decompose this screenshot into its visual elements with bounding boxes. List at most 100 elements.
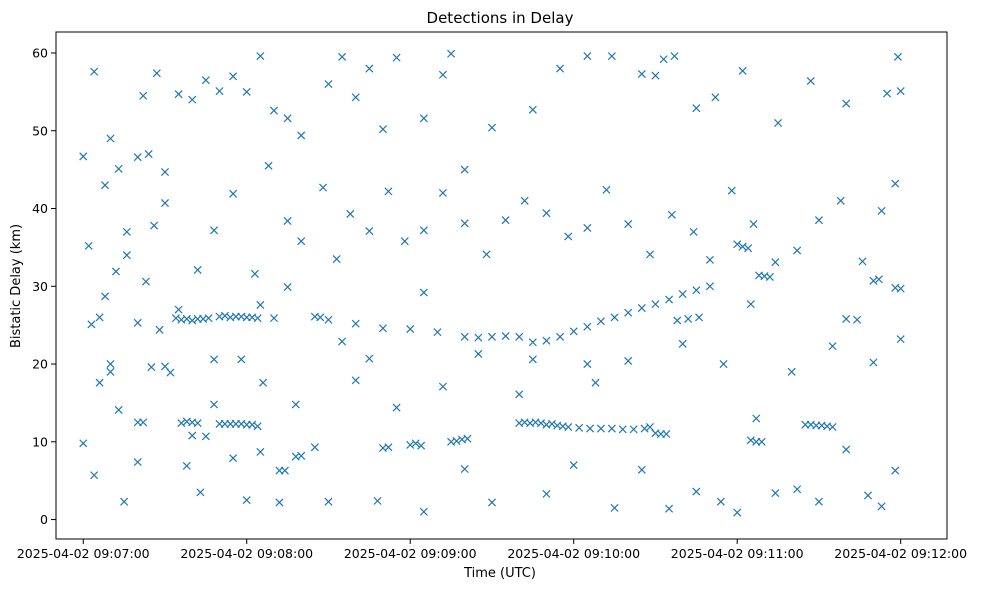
data-point (547, 419, 556, 428)
data-point (155, 325, 164, 334)
data-point (141, 277, 150, 286)
data-point (210, 226, 219, 235)
data-point (351, 376, 360, 385)
data-point (863, 491, 873, 500)
data-point (438, 70, 447, 79)
data-point (828, 342, 837, 351)
data-point (602, 185, 611, 194)
data-point (670, 52, 679, 61)
data-point (384, 187, 393, 196)
data-point (419, 288, 428, 297)
data-point (806, 76, 815, 86)
data-point (215, 87, 224, 96)
data-point (793, 246, 802, 255)
data-point (160, 199, 170, 208)
y-axis-title: Bistatic Delay (km) (9, 224, 24, 348)
data-point (695, 313, 704, 322)
data-point (564, 423, 573, 432)
data-point (188, 95, 197, 104)
data-point (487, 332, 496, 341)
data-point (624, 308, 633, 317)
data-point (487, 123, 496, 132)
x-tick-label: 2025-04-02 09:10:00 (507, 546, 640, 561)
x-axis-ticks: 2025-04-02 09:07:00 2025-04-02 09:08:00 20… (17, 539, 967, 561)
data-point (692, 487, 701, 496)
data-point (139, 91, 148, 100)
data-point (877, 502, 886, 511)
data-point (583, 223, 592, 232)
data-point (438, 188, 447, 197)
data-point (738, 242, 747, 251)
data-point (101, 292, 110, 301)
data-point (746, 300, 755, 309)
x-tick-label: 2025-04-02 09:11:00 (671, 546, 804, 561)
data-point (79, 152, 88, 161)
data-point (474, 333, 483, 342)
data-point (269, 314, 279, 323)
data-point (667, 210, 676, 219)
data-point (275, 498, 284, 507)
data-point (692, 286, 701, 295)
data-point (365, 227, 374, 236)
y-axis-ticks: 0 10 20 30 40 50 60 (32, 45, 56, 527)
data-point (182, 461, 191, 470)
data-point (229, 189, 238, 198)
data-point (351, 319, 360, 328)
data-point (229, 454, 238, 463)
data-point (569, 461, 578, 470)
data-point (283, 216, 292, 225)
data-point (193, 265, 202, 274)
data-point (607, 424, 616, 433)
data-point (259, 378, 268, 387)
data-point (242, 496, 251, 505)
y-tick-label: 40 (32, 201, 48, 216)
data-point (774, 118, 783, 128)
data-point (711, 93, 720, 102)
data-point (253, 422, 262, 431)
data-point (765, 272, 774, 281)
data-point (406, 440, 415, 449)
data-point (201, 432, 210, 441)
data-point (392, 403, 401, 412)
data-point (177, 419, 186, 428)
data-point (201, 76, 210, 85)
data-point (607, 52, 616, 61)
data-point (659, 55, 668, 64)
data-point (419, 226, 428, 235)
data-point (891, 179, 900, 188)
data-point (528, 338, 537, 347)
data-point (84, 241, 93, 250)
data-point (842, 445, 851, 454)
data-point (460, 165, 469, 174)
data-point (836, 196, 845, 205)
data-point (501, 216, 510, 225)
data-point (297, 237, 306, 246)
data-point (877, 206, 886, 215)
data-point (893, 52, 902, 61)
data-point (438, 382, 447, 391)
data-point (338, 337, 347, 346)
data-point (586, 424, 595, 433)
data-point (610, 313, 619, 322)
data-point (210, 355, 219, 364)
data-point (793, 485, 802, 494)
data-point (400, 237, 409, 246)
data-point (392, 53, 401, 62)
y-tick-label: 0 (40, 512, 48, 527)
data-point (122, 251, 131, 260)
data-point (204, 314, 213, 323)
y-tick-label: 60 (32, 45, 48, 60)
data-point (520, 196, 529, 205)
y-tick-label: 10 (32, 434, 48, 449)
data-point (182, 314, 191, 323)
data-point (665, 295, 674, 304)
data-point (460, 464, 469, 474)
data-point (869, 358, 878, 367)
y-tick-label: 50 (32, 123, 48, 138)
data-point (332, 255, 341, 264)
data-point (160, 167, 170, 176)
data-point (365, 354, 374, 363)
data-point (556, 332, 565, 341)
data-point (111, 267, 120, 276)
data-point (749, 220, 758, 229)
